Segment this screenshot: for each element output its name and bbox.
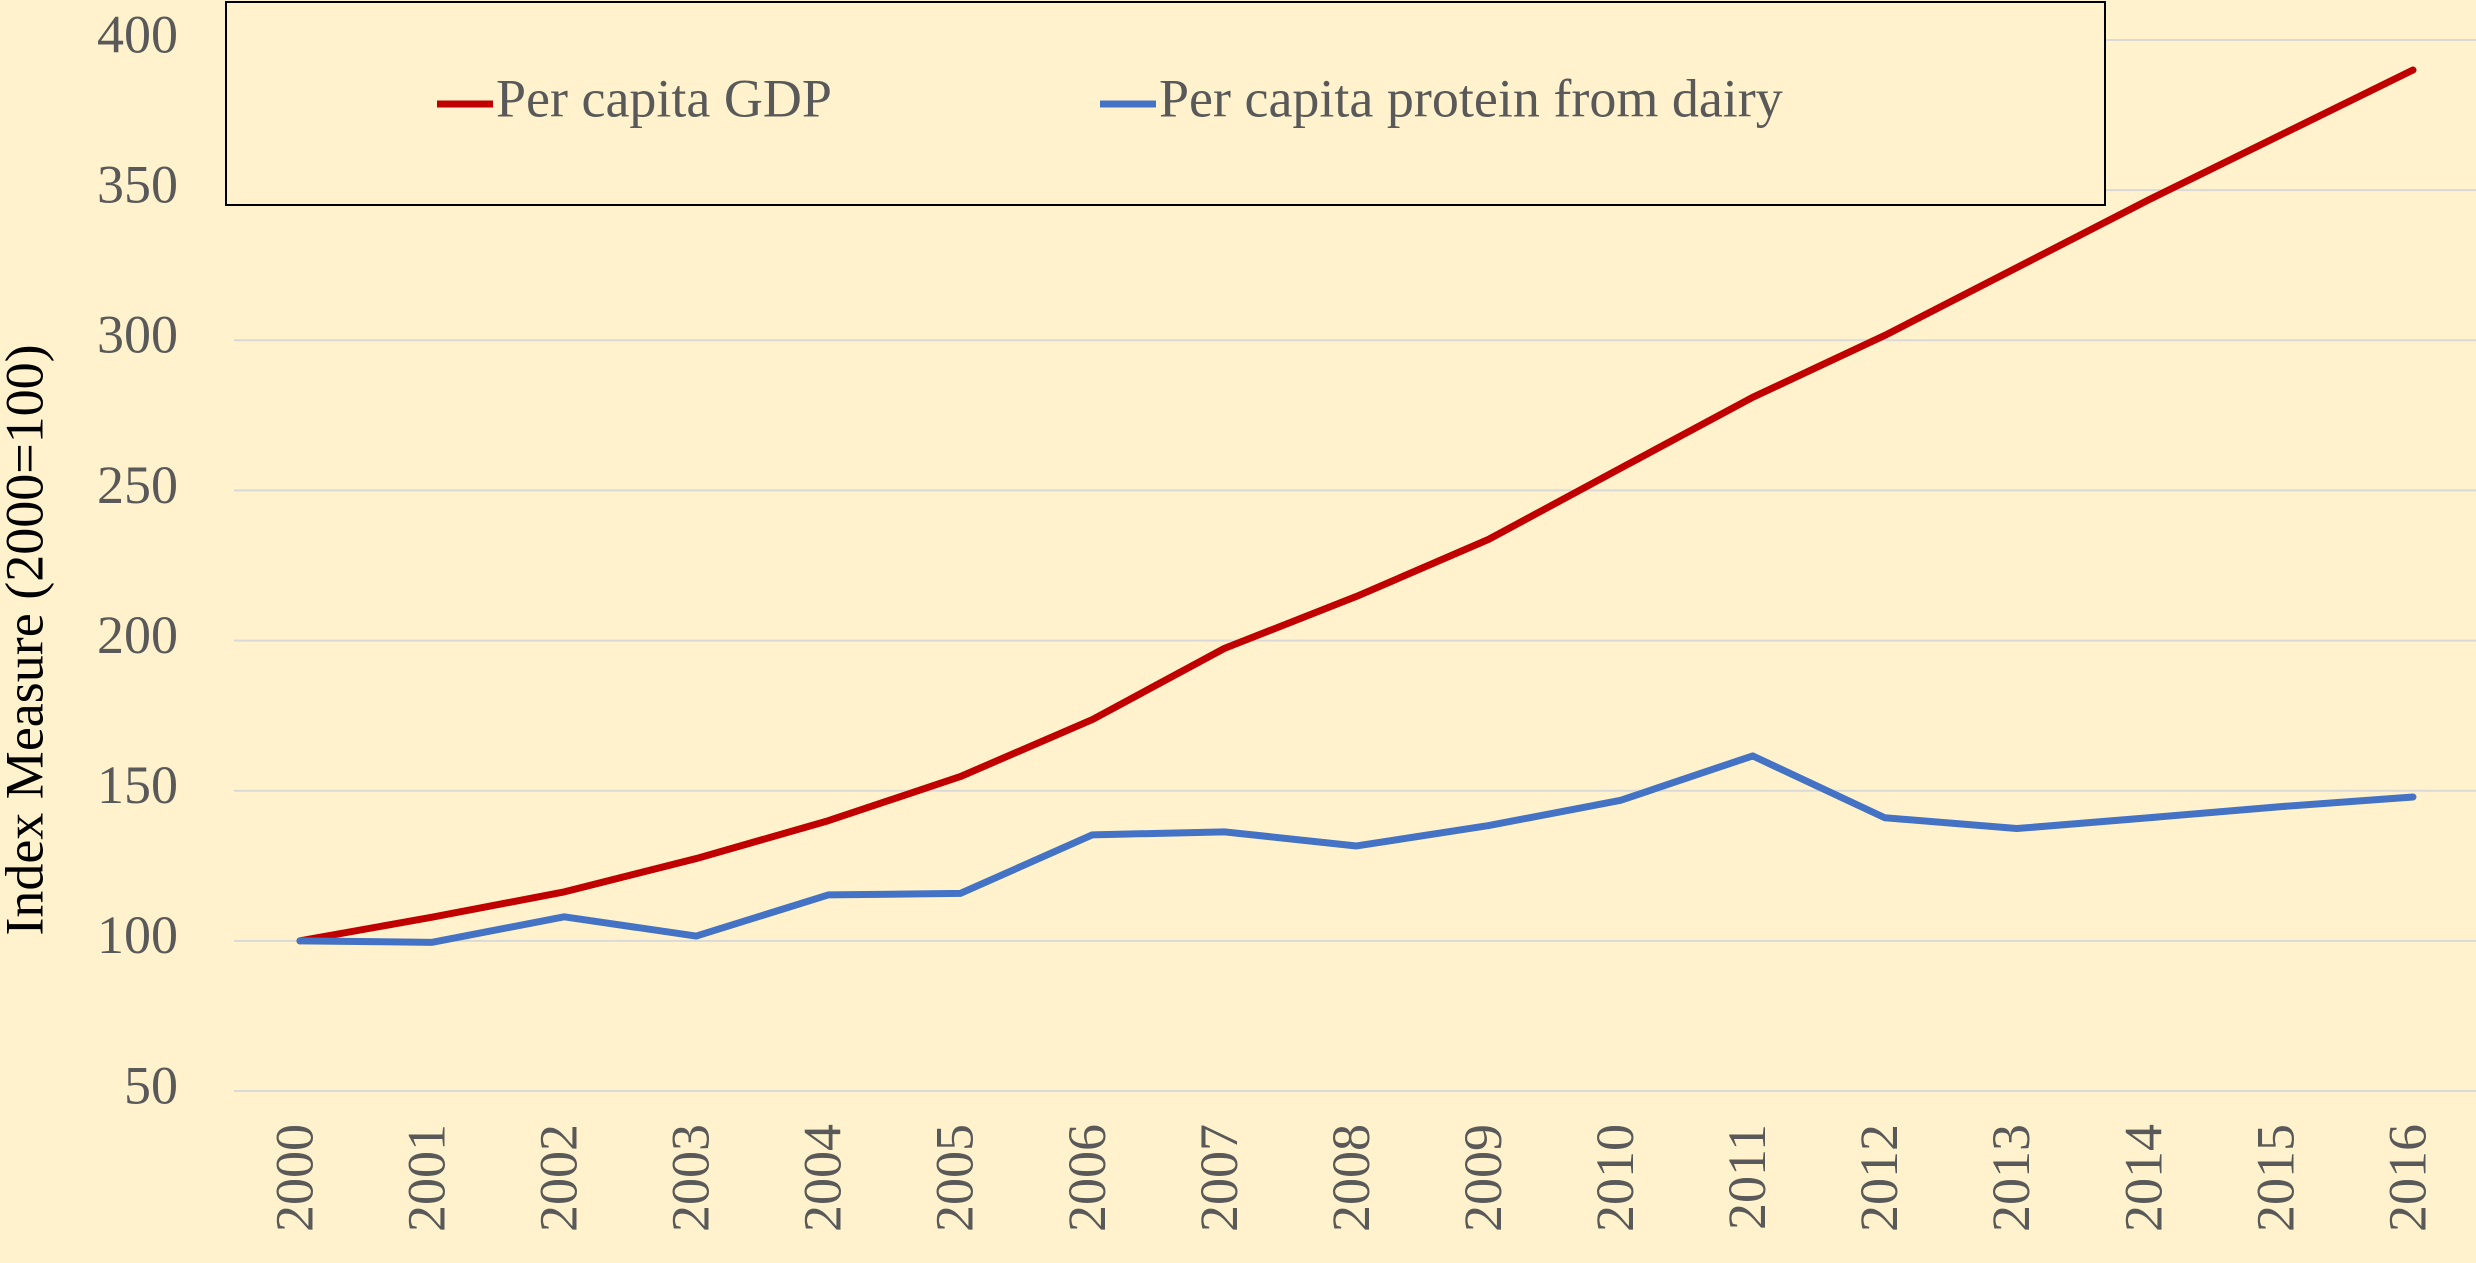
x-tick-label: 2013 xyxy=(1981,1124,2041,1232)
y-axis-title: Index Measure (2000=100) xyxy=(0,344,54,935)
legend-box xyxy=(225,1,2106,206)
x-tick-label: 2004 xyxy=(793,1124,853,1232)
y-tick-label: 50 xyxy=(124,1055,178,1115)
y-tick-label: 150 xyxy=(97,755,178,815)
x-tick-label: 2009 xyxy=(1453,1124,1513,1232)
legend-label: Per capita protein from dairy xyxy=(1159,68,1783,128)
y-tick-label: 200 xyxy=(97,605,178,665)
y-tick-label: 100 xyxy=(97,905,178,965)
x-tick-label: 2005 xyxy=(925,1124,985,1232)
series-line xyxy=(296,752,2417,946)
x-tick-label: 2007 xyxy=(1189,1124,1249,1232)
x-tick-label: 2002 xyxy=(529,1124,589,1232)
y-tick-label: 400 xyxy=(97,4,178,64)
x-tick-label: 2008 xyxy=(1321,1124,1381,1232)
x-tick-label: 2011 xyxy=(1717,1124,1777,1230)
legend-label: Per capita GDP xyxy=(496,68,832,128)
x-tick-label: 2001 xyxy=(396,1124,456,1232)
y-tick-label: 250 xyxy=(97,455,178,515)
x-tick-label: 2010 xyxy=(1585,1124,1645,1232)
series-line xyxy=(296,66,2417,945)
x-tick-label: 2014 xyxy=(2113,1124,2173,1232)
y-tick-label: 300 xyxy=(97,305,178,365)
x-tick-label: 2000 xyxy=(264,1124,324,1232)
x-tick-label: 2016 xyxy=(2377,1124,2437,1232)
y-tick-label: 350 xyxy=(97,155,178,215)
x-tick-label: 2015 xyxy=(2245,1124,2305,1232)
x-tick-label: 2003 xyxy=(661,1124,721,1232)
x-tick-label: 2012 xyxy=(1849,1124,1909,1232)
x-tick-label: 2006 xyxy=(1057,1124,1117,1232)
